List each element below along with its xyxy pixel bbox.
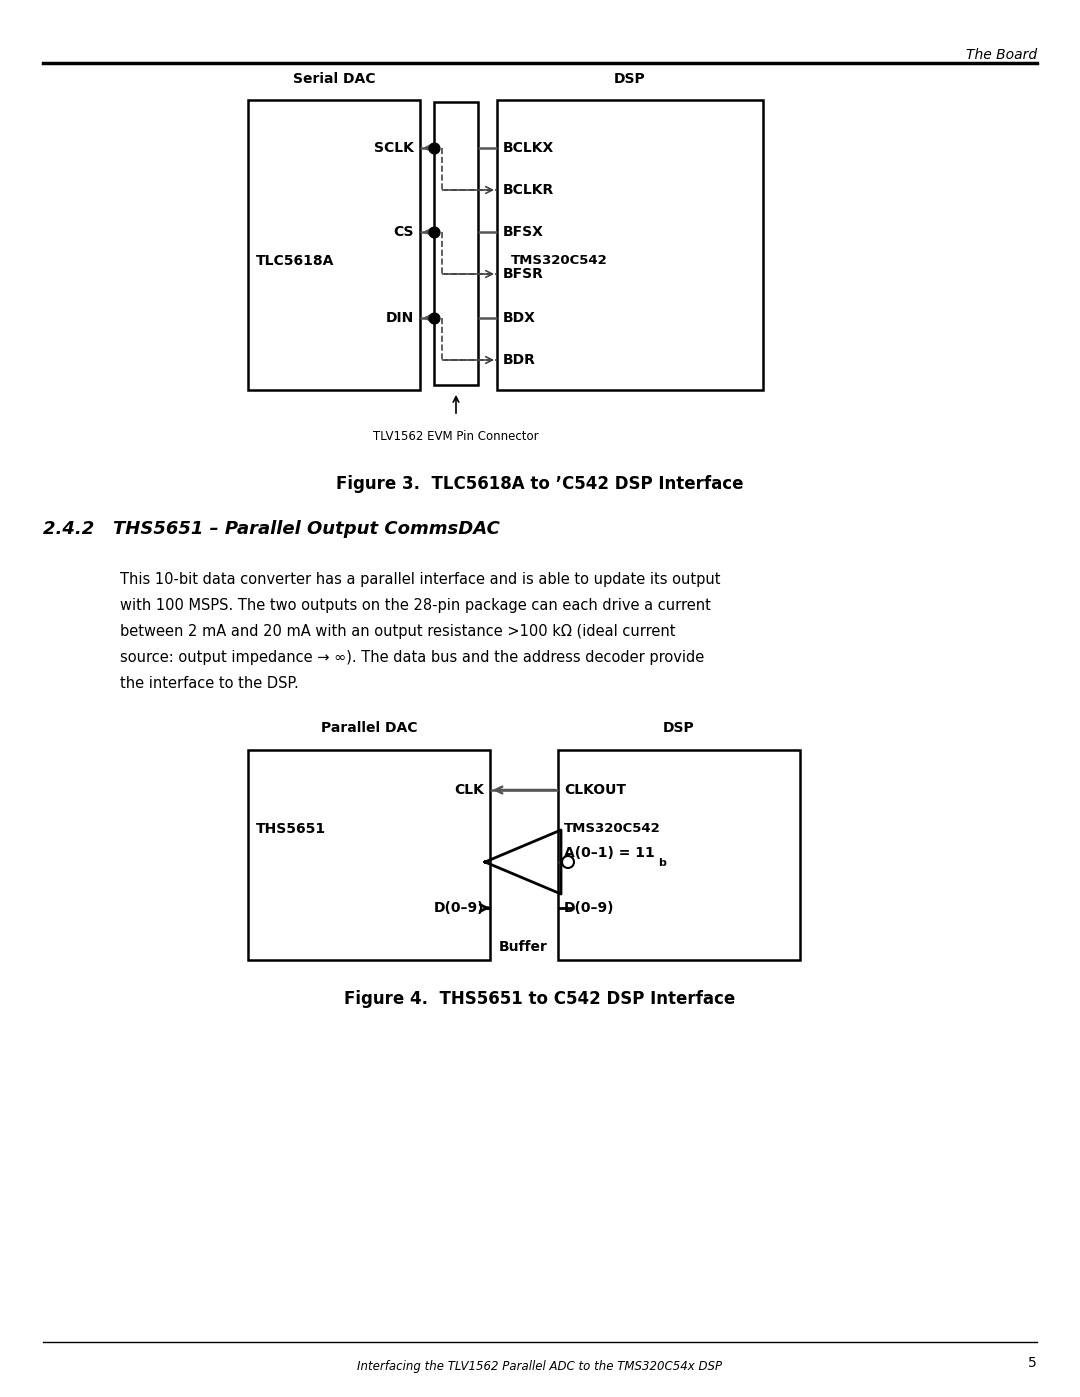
Text: TLC5618A: TLC5618A [256,254,335,268]
Text: D(0–9): D(0–9) [433,901,484,915]
Text: BFSR: BFSR [503,267,544,281]
Point [426,221,443,243]
Text: D(0–9): D(0–9) [564,901,615,915]
Bar [497,101,762,390]
Circle shape [562,856,573,868]
Text: source: output impedance → ∞). The data bus and the address decoder provide: source: output impedance → ∞). The data … [120,650,704,665]
Text: TMS320C542: TMS320C542 [564,821,661,835]
Text: CLK: CLK [454,782,484,798]
Text: Buffer: Buffer [499,940,548,954]
Bar [248,750,490,960]
Text: This 10-bit data converter has a parallel interface and is able to update its ou: This 10-bit data converter has a paralle… [120,571,720,587]
Text: A(0–1) = 11: A(0–1) = 11 [564,847,654,861]
Text: Serial DAC: Serial DAC [293,73,375,87]
Text: CS: CS [393,225,414,239]
Text: Figure 4.  THS5651 to C542 DSP Interface: Figure 4. THS5651 to C542 DSP Interface [345,990,735,1009]
Text: Interfacing the TLV1562 Parallel ADC to the TMS320C54x DSP: Interfacing the TLV1562 Parallel ADC to … [357,1361,723,1373]
Bar [434,102,478,386]
Text: CLKOUT: CLKOUT [564,782,626,798]
Text: TLV1562 EVM Pin Connector: TLV1562 EVM Pin Connector [374,430,539,443]
Text: Parallel DAC: Parallel DAC [321,721,417,735]
Text: BFSX: BFSX [503,225,544,239]
Text: between 2 mA and 20 mA with an output resistance >100 kΩ (ideal current: between 2 mA and 20 mA with an output re… [120,624,675,638]
Text: DSP: DSP [663,721,694,735]
Text: BDX: BDX [503,312,536,326]
Text: The Board: The Board [966,47,1037,61]
Text: with 100 MSPS. The two outputs on the 28-pin package can each drive a current: with 100 MSPS. The two outputs on the 28… [120,598,711,613]
Text: b: b [658,858,666,868]
Text: BCLKX: BCLKX [503,141,554,155]
Point [426,307,443,330]
Text: DIN: DIN [386,312,414,326]
Text: SCLK: SCLK [374,141,414,155]
Text: the interface to the DSP.: the interface to the DSP. [120,676,299,692]
Bar [248,101,420,390]
Text: BDR: BDR [503,353,536,367]
Text: 2.4.2   THS5651 – Parallel Output CommsDAC: 2.4.2 THS5651 – Parallel Output CommsDAC [43,520,500,538]
Point [426,137,443,159]
Text: BCLKR: BCLKR [503,183,554,197]
Text: THS5651: THS5651 [256,821,326,835]
Text: TMS320C542: TMS320C542 [511,254,608,267]
Bar [558,750,800,960]
Text: 5: 5 [1028,1356,1037,1370]
Text: DSP: DSP [615,73,646,87]
Text: Figure 3.  TLC5618A to ’C542 DSP Interface: Figure 3. TLC5618A to ’C542 DSP Interfac… [336,475,744,493]
